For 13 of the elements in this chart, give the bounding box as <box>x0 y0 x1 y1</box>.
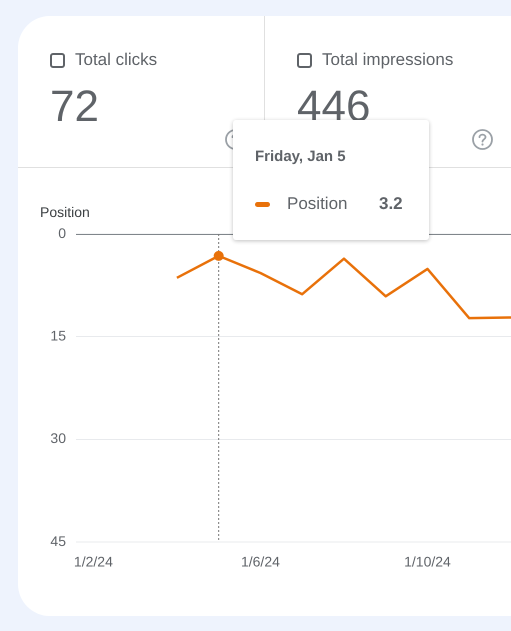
text: 72 <box>50 82 99 132</box>
text: Total clicks <box>75 50 158 70</box>
y-tick-label: 0 <box>58 224 66 241</box>
y-tick-label: 45 <box>50 532 66 549</box>
y-axis-title: Position <box>40 204 90 220</box>
text: Total impressions <box>322 50 454 70</box>
legend-label: Position <box>287 194 348 214</box>
x-tick-label: 1/10/24 <box>404 553 452 570</box>
y-tick-label: 15 <box>50 328 66 344</box>
y-tick-label: 30 <box>50 430 66 446</box>
x-tick-label: 1/2/24 <box>74 553 114 570</box>
tooltip-panel: Friday, Jan 5 Position 3.2 <box>233 120 429 240</box>
x-tick-label: 1/6/24 <box>240 553 280 570</box>
